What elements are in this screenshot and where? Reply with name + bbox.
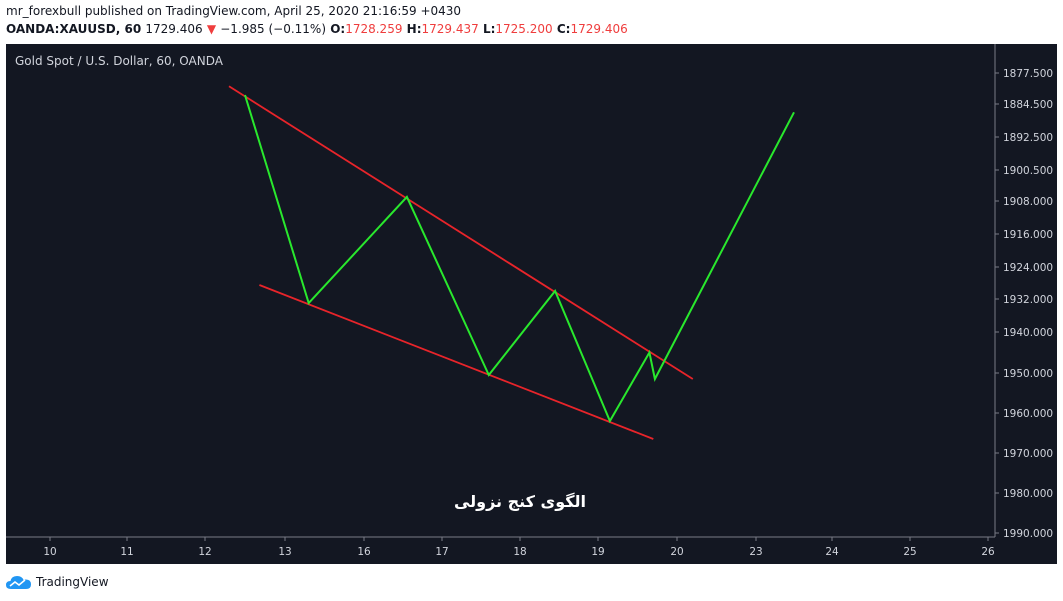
y-tick-label: 1924.000 — [1003, 262, 1053, 274]
open-value: 1728.259 — [345, 22, 403, 36]
x-tick-label: 17 — [435, 546, 448, 558]
x-tick-label: 23 — [749, 546, 762, 558]
y-tick-label: 1990.000 — [1003, 528, 1053, 540]
publisher-line: mr_forexbull published on TradingView.co… — [6, 4, 462, 18]
y-tick-label: 1950.000 — [1003, 368, 1053, 380]
footer-brand[interactable]: TradingView — [6, 572, 109, 592]
close-label: C: — [556, 22, 571, 36]
x-tick-label: 11 — [120, 546, 133, 558]
open-label: O: — [330, 22, 346, 36]
y-tick-label: 1916.000 — [1003, 229, 1053, 241]
low-label: L: — [482, 22, 496, 36]
y-tick-label: 1960.000 — [1003, 408, 1053, 420]
x-tick-label: 25 — [903, 546, 916, 558]
y-tick-label: 1932.000 — [1003, 294, 1053, 306]
wave-series[interactable] — [244, 94, 795, 424]
x-tick-label: 16 — [357, 546, 371, 558]
x-tick-label: 20 — [670, 546, 683, 558]
close-value: 1729.406 — [570, 22, 628, 36]
x-tick-label: 24 — [825, 546, 839, 558]
x-tick-label: 12 — [198, 546, 211, 558]
down-arrow-icon: ▼ — [206, 22, 217, 36]
last-price: 1729.406 — [145, 22, 203, 36]
high-label: H: — [406, 22, 422, 36]
y-tick-label: 1970.000 — [1003, 448, 1053, 460]
tradingview-logo-icon — [6, 576, 31, 589]
price-change: −1.985 (−0.11%) — [220, 22, 327, 36]
x-tick-label: 18 — [513, 546, 526, 558]
lower-trendline-series[interactable] — [259, 284, 654, 440]
y-tick-label: 1892.500 — [1003, 132, 1053, 144]
y-tick-label: 1908.000 — [1003, 196, 1053, 208]
x-tick-label: 10 — [43, 546, 56, 558]
y-tick-label: 1877.500 — [1003, 68, 1053, 80]
chart-background — [6, 44, 1057, 564]
footer-brand-label: TradingView — [36, 575, 109, 589]
high-value: 1729.437 — [421, 22, 479, 36]
y-tick-label: 1940.000 — [1003, 327, 1053, 339]
symbol-label[interactable]: OANDA:XAUUSD, 60 — [6, 22, 142, 36]
symbol-ohlc-line: OANDA:XAUUSD, 60 1729.406 ▼ −1.985 (−0.1… — [6, 22, 628, 36]
y-tick-label: 1900.500 — [1003, 165, 1053, 177]
pattern-annotation: الگوی کنج نزولی — [454, 492, 586, 511]
x-tick-label: 26 — [981, 546, 995, 558]
x-tick-label: 19 — [591, 546, 604, 558]
chart-title: Gold Spot / U.S. Dollar, 60, OANDA — [15, 54, 224, 68]
x-tick-label: 13 — [278, 546, 291, 558]
low-value: 1725.200 — [495, 22, 553, 36]
y-tick-label: 1884.500 — [1003, 99, 1053, 111]
y-tick-label: 1980.000 — [1003, 488, 1053, 500]
upper-trendline-series[interactable] — [228, 85, 694, 380]
